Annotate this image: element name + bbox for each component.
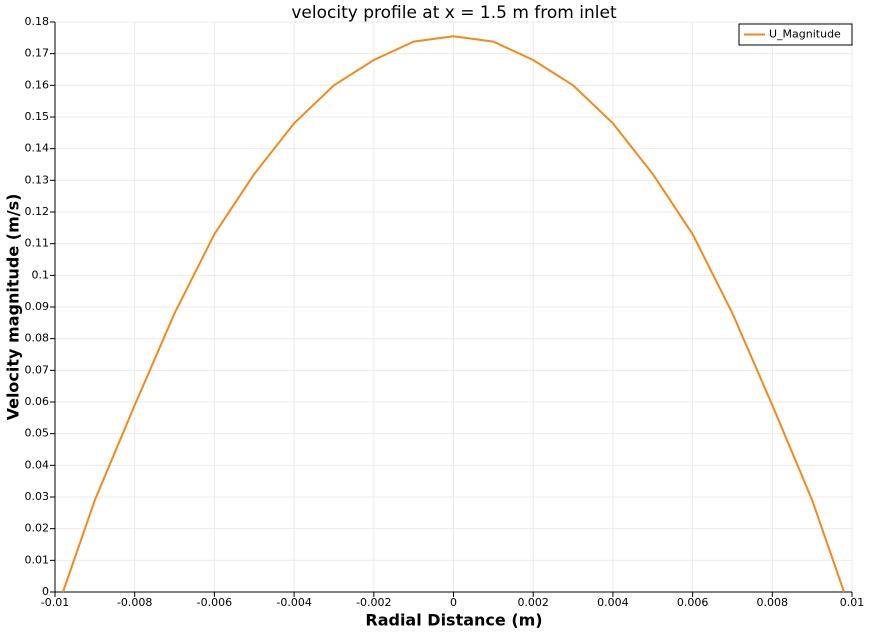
data-line <box>62 35 845 593</box>
y-tick-label: 0.14 <box>25 142 50 155</box>
y-tick-label: 0.08 <box>25 332 50 345</box>
y-tick-label: 0.18 <box>25 15 50 28</box>
y-tick-label: 0.04 <box>25 458 50 471</box>
x-tick-label: -0.004 <box>276 596 311 609</box>
y-tick-label: 0.01 <box>25 553 50 566</box>
x-tick-label: 0.004 <box>597 596 629 609</box>
x-tick-label: 0.01 <box>840 596 865 609</box>
y-tick-label: 0.09 <box>25 300 50 313</box>
y-tick-label: 0.07 <box>25 363 50 376</box>
x-tick-label: -0.01 <box>41 596 69 609</box>
y-tick-label: 0.12 <box>25 205 50 218</box>
y-tick-label: 0.16 <box>25 78 50 91</box>
y-tick-label: 0 <box>42 585 49 598</box>
legend: U_Magnitude <box>738 23 853 46</box>
y-tick-label: 0.15 <box>25 110 50 123</box>
x-tick-label: 0 <box>450 596 457 609</box>
y-tick-label: 0.13 <box>25 173 50 186</box>
y-tick-label: 0.05 <box>25 427 50 440</box>
y-tick-label: 0.17 <box>25 47 50 60</box>
y-tick-label: 0.02 <box>25 522 50 535</box>
legend-label: U_Magnitude <box>769 28 841 41</box>
legend-box <box>738 23 853 46</box>
y-axis-label: Velocity magnitude (m/s) <box>4 194 23 421</box>
y-tick-label: 0.1 <box>32 268 50 281</box>
y-tick-label: 0.06 <box>25 395 50 408</box>
x-tick-label: 0.002 <box>517 596 549 609</box>
x-tick-label: 0.008 <box>757 596 789 609</box>
x-tick-label: 0.006 <box>677 596 709 609</box>
x-tick-label: -0.008 <box>117 596 152 609</box>
chart-title: velocity profile at x = 1.5 m from inlet <box>291 3 617 23</box>
y-tick-label: 0.11 <box>25 237 50 250</box>
x-axis-label: Radial Distance (m) <box>365 611 542 630</box>
x-tick-label: -0.006 <box>197 596 232 609</box>
y-tick-label: 0.03 <box>25 490 50 503</box>
x-tick-label: -0.002 <box>356 596 391 609</box>
